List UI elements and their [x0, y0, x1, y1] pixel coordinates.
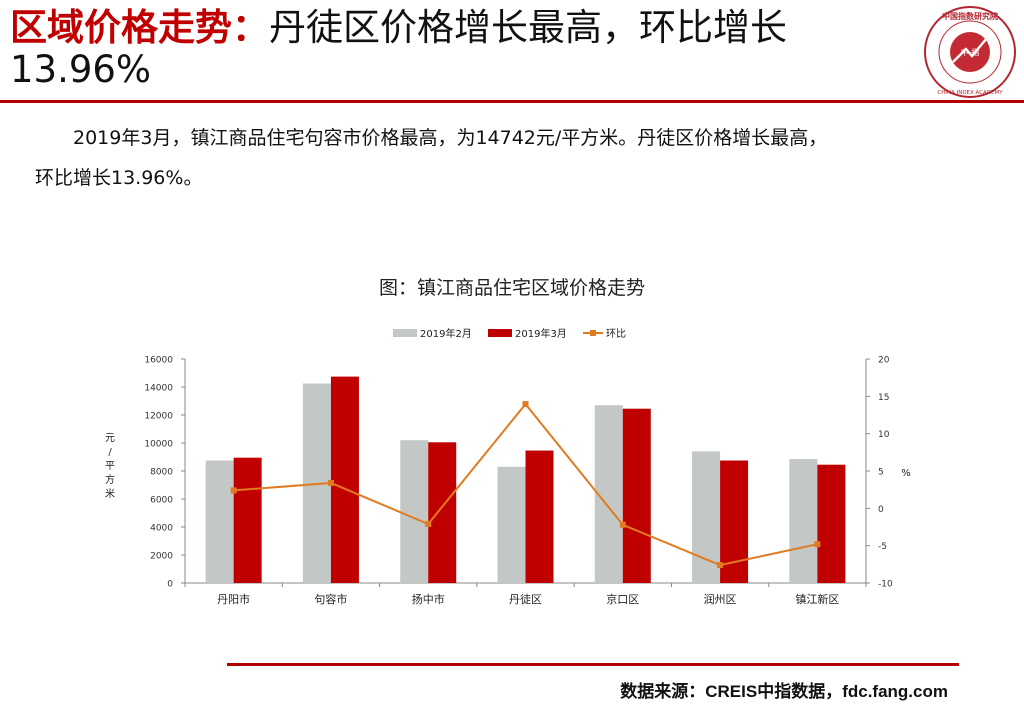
bar-feb — [789, 459, 818, 583]
header-divider — [0, 100, 1024, 103]
title-line-2: 13.96% — [10, 48, 152, 91]
x-tick-label: 句容市 — [314, 592, 347, 606]
bar-mar — [233, 457, 262, 583]
y-axis-title-char: 平 — [105, 461, 115, 472]
y-tick-left-label: 10000 — [144, 440, 173, 450]
bar-feb — [594, 405, 623, 583]
bar-mar — [525, 450, 554, 583]
mom-point — [522, 401, 529, 408]
x-tick-label: 丹阳市 — [217, 592, 250, 606]
y-tick-right-label: -5 — [878, 542, 887, 552]
y-tick-left-label: 14000 — [144, 384, 173, 394]
bar-feb — [400, 440, 429, 583]
y-tick-right-label: 20 — [878, 356, 890, 366]
x-tick-label: 镇江新区 — [795, 592, 839, 606]
y-tick-right-label: 10 — [878, 430, 890, 440]
footer-divider — [227, 663, 959, 666]
y2-axis-title: % — [901, 468, 911, 479]
y-tick-left-label: 12000 — [144, 412, 173, 422]
x-tick-label: 润州区 — [704, 592, 737, 606]
bar-feb — [692, 451, 721, 583]
mom-point — [619, 521, 626, 528]
bar-mar — [330, 376, 359, 583]
summary-line-1: 2019年3月，镇江商品住宅句容市价格最高，为14742元/平方米。丹徒区价格增… — [73, 127, 828, 149]
y-axis-title-char: 方 — [105, 473, 115, 486]
legend-swatch — [590, 330, 596, 336]
y-tick-left-label: 0 — [167, 580, 173, 590]
svg-text:中国指数研究院: 中国指数研究院 — [942, 11, 998, 21]
bar-mar — [817, 464, 846, 583]
legend-label: 环比 — [606, 328, 626, 340]
y-tick-left-label: 8000 — [150, 468, 173, 478]
y-tick-right-label: -10 — [878, 580, 893, 590]
y-axis-title-char: / — [108, 447, 112, 458]
summary-paragraph: 2019年3月，镇江商品住宅句容市价格最高，为14742元/平方米。丹徒区价格增… — [35, 118, 1000, 198]
x-tick-label: 京口区 — [606, 592, 639, 606]
mom-point — [425, 521, 432, 528]
y-tick-left-label: 4000 — [150, 524, 173, 534]
bar-feb — [205, 460, 234, 583]
mom-point — [717, 562, 724, 569]
title-rest: 丹徒区价格增长最高，环比增长 — [269, 6, 787, 49]
mom-point — [327, 479, 334, 486]
data-source: 数据来源：CREIS中指数据，fdc.fang.com — [620, 682, 948, 701]
y-tick-left-label: 6000 — [150, 496, 173, 506]
y-axis-title-char: 元 — [105, 433, 115, 444]
bar-feb — [497, 466, 526, 583]
page-title: 区域价格走势：丹徒区价格增长最高，环比增长 13.96% — [10, 6, 915, 90]
bar-mar — [622, 408, 651, 583]
legend-swatch — [488, 329, 512, 337]
seal-logo-icon: 中国指数研究院 中 指 CHINA INDEX ACADEMY — [924, 6, 1016, 98]
y-tick-right-label: 0 — [878, 505, 884, 515]
summary-line-2: 环比增长13.96%。 — [35, 167, 203, 189]
legend-label: 2019年3月 — [515, 327, 567, 340]
legend-label: 2019年2月 — [420, 327, 472, 340]
chart-title: 图：镇江商品住宅区域价格走势 — [378, 277, 645, 299]
title-lead: 区域价格走势： — [10, 6, 269, 49]
svg-text:中 指: 中 指 — [961, 47, 980, 57]
svg-text:CHINA INDEX ACADEMY: CHINA INDEX ACADEMY — [937, 90, 1003, 96]
y-tick-right-label: 5 — [878, 468, 884, 478]
y-tick-left-label: 2000 — [150, 552, 173, 562]
x-tick-label: 丹徒区 — [509, 592, 542, 606]
mom-point — [814, 541, 821, 548]
y-axis-title-char: 米 — [105, 487, 115, 500]
title-line-1: 区域价格走势：丹徒区价格增长最高，环比增长 — [10, 6, 915, 50]
legend-swatch — [393, 329, 417, 337]
y-tick-right-label: 15 — [878, 393, 889, 403]
y-tick-left-label: 16000 — [144, 356, 173, 366]
mom-point — [230, 487, 237, 494]
x-tick-label: 扬中市 — [412, 592, 445, 606]
price-trend-chart: 0 2000 4000 6000 8000 10000 12000 14000 16000 -10… — [105, 327, 911, 606]
bar-mar — [428, 442, 457, 583]
